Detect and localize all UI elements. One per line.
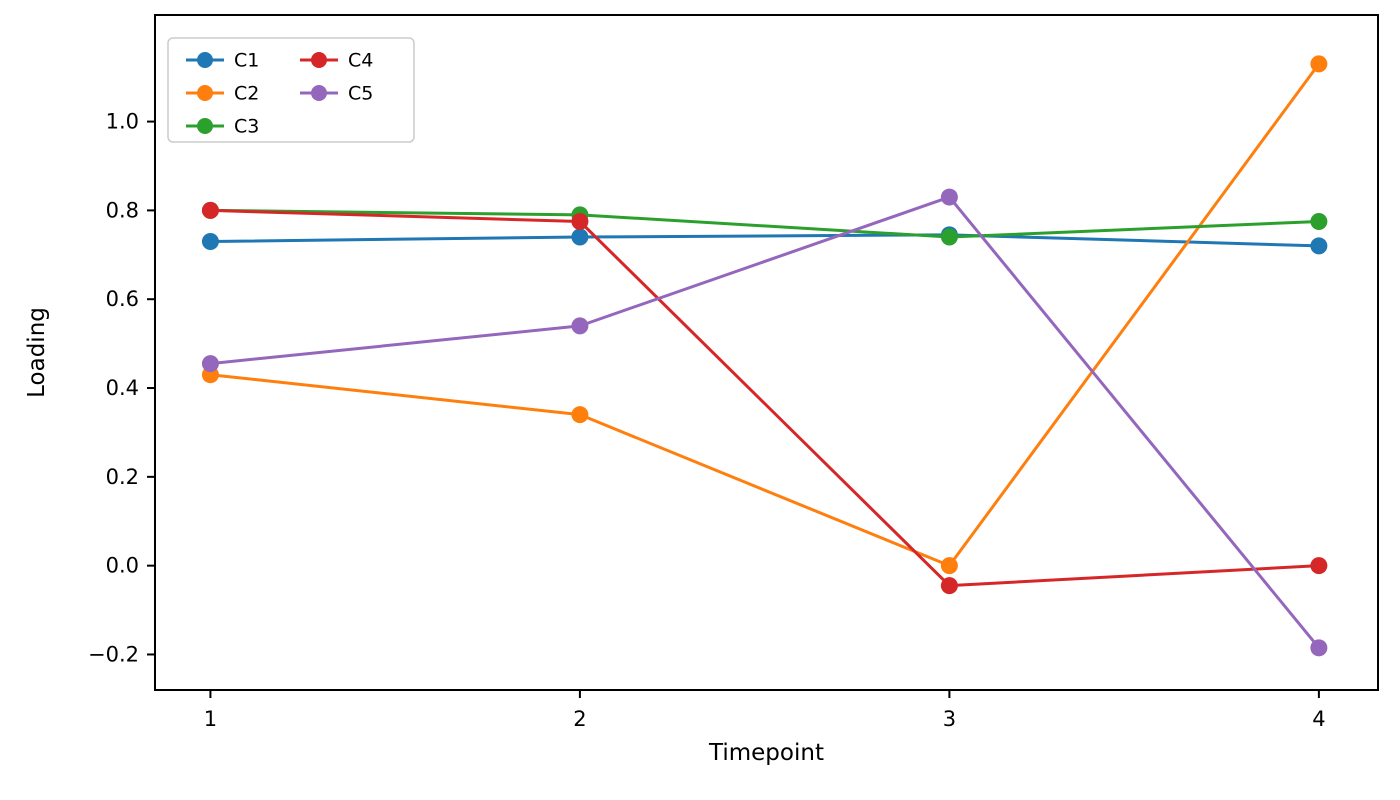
data-point-marker [571,228,589,246]
x-tick-label: 2 [573,707,586,731]
series-C4 [201,201,1328,595]
legend-label: C4 [348,50,373,72]
series-line [210,233,1319,248]
series-line [210,208,1319,239]
data-point-marker [940,557,958,575]
data-point-marker [1310,55,1328,73]
series-line [210,195,1321,649]
data-point-marker [201,201,219,219]
x-axis-label: Timepoint [708,740,824,766]
series-C2 [201,55,1328,575]
legend-label: C5 [348,83,373,105]
y-tick-label: −0.2 [88,642,139,666]
data-point-marker [201,232,219,250]
legend-entry-C3: C3 [186,116,259,138]
legend-entry-C5: C5 [300,83,373,105]
data-point-marker [1310,212,1328,230]
y-tick-label: 0.8 [106,198,139,222]
legend-entry-C2: C2 [186,83,259,105]
data-point-marker [940,228,958,246]
x-tick-label: 3 [943,707,956,731]
data-point-marker [571,406,589,424]
y-tick-label: 0.4 [106,376,139,400]
legend-label: C1 [234,50,259,72]
x-tick-label: 4 [1312,707,1325,731]
series-C5 [201,188,1328,657]
data-point-marker [1310,639,1328,657]
data-point-marker [940,577,958,595]
x-tick-label: 1 [204,707,217,731]
data-point-marker [940,188,958,206]
y-tick-label: 0.2 [106,465,139,489]
data-point-marker [571,212,589,230]
legend-marker-icon [311,85,327,101]
legend-marker-icon [197,52,213,68]
legend-label: C3 [234,116,259,138]
data-point-marker [1310,237,1328,255]
data-point-marker [571,317,589,335]
series-line [210,62,1321,568]
y-tick-label: 1.0 [106,110,139,134]
y-tick-label: 0.6 [106,287,139,311]
data-point-marker [1310,557,1328,575]
legend-box [167,37,415,143]
legend: C1 C2 C3 C4 C5 [167,37,415,143]
series-C1 [201,226,1328,255]
axes-spines [154,14,1379,691]
legend-marker-icon [197,118,213,134]
legend-entry-C1: C1 [186,50,259,72]
legend-entry-C4: C4 [300,50,373,72]
y-tick-label: 0.0 [106,554,139,578]
data-point-marker [201,355,219,373]
legend-label: C2 [234,83,259,105]
y-axis-label: Loading [24,307,50,398]
legend-marker-icon [197,85,213,101]
series-line [210,208,1319,588]
legend-marker-icon [311,52,327,68]
